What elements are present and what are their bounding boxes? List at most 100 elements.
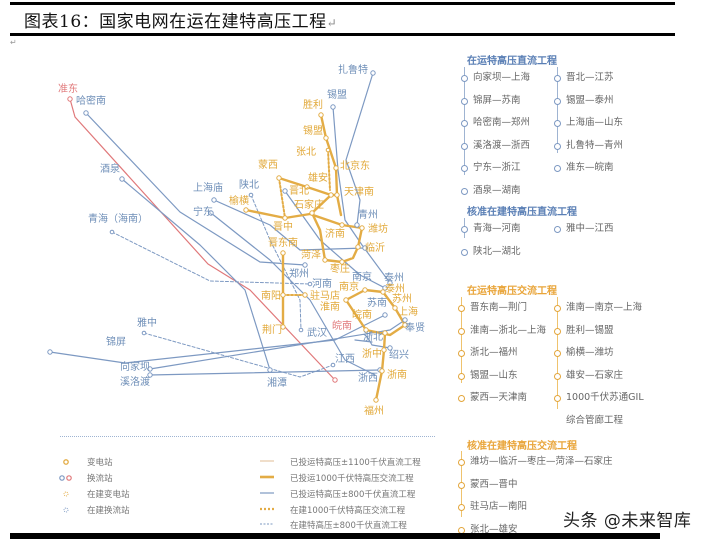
ac-approved-heading: 核准在建特高压交流工程	[467, 437, 577, 452]
map-label: 晋北	[289, 185, 309, 197]
map-label: 浙中	[362, 347, 382, 360]
map-label: 菏泽	[301, 249, 321, 261]
substation-under-construction-icon	[62, 490, 70, 498]
map-label: 泰州	[384, 271, 404, 284]
map-label: 淮南	[320, 300, 340, 313]
project-item: 扎鲁特—青州	[566, 135, 623, 158]
ac-operating-heading: 在运特高压交流工程	[467, 282, 557, 297]
map-label: 武汉	[307, 326, 327, 339]
map-label: 溪洛渡	[120, 375, 150, 388]
map-label: 扎鲁特	[338, 63, 368, 76]
legend-label: 变电站	[87, 456, 113, 468]
map-label: 浙西	[358, 372, 378, 384]
map-label: 苏南	[367, 296, 387, 309]
legend-label: 已投运1000千伏特高压交流工程	[290, 472, 414, 484]
map-label: 浙南	[387, 368, 407, 381]
map-label: 南阳	[261, 289, 281, 302]
legend-label: 在建换流站	[87, 504, 130, 516]
ac-operating-list-col1: 晋东南—荆门 淮南—浙北—上海 浙北—福州 锡盟—山东 蒙西—天津南	[461, 297, 546, 383]
legend-label: 已投运特高压±1100千伏直流工程	[290, 456, 421, 468]
map-label: 榆横	[229, 194, 249, 207]
map-label: 上海	[398, 305, 418, 318]
map-label: 青海（海南）	[88, 212, 148, 225]
project-item: 晋北—江苏	[566, 67, 623, 90]
map-label: 张北	[296, 146, 316, 158]
project-item: 雄安—石家庄	[566, 365, 644, 388]
project-item: 蒙西—晋中	[470, 474, 613, 497]
converter-under-construction-icon	[62, 506, 70, 514]
project-item: 浙北—福州	[470, 342, 546, 365]
watermark: 头条 @未来智库	[563, 506, 691, 531]
map-label: 福州	[364, 404, 384, 417]
legend-label: 已投运特高压±800千伏直流工程	[290, 488, 415, 500]
map-label: 绍兴	[389, 348, 409, 361]
map-label: 酒泉	[100, 162, 120, 175]
substation-icon	[62, 458, 70, 466]
dc-800-line-icon	[260, 491, 274, 495]
map-label: 陕北	[239, 178, 259, 191]
dc-operating-list-col1: 向家坝—上海 锦屏—苏南 哈密南—郑州 溪洛渡—浙西 宁东—浙江 酒泉—湖南	[464, 67, 530, 175]
map-label: 临沂	[365, 241, 385, 254]
project-item: 蒙西—天津南	[470, 387, 546, 410]
converter-station-icon	[58, 474, 74, 482]
line-zhalute-qingzhou	[346, 73, 373, 225]
map-label: 天津南	[344, 185, 374, 198]
project-item: 淮南—南京—上海	[566, 297, 644, 320]
map-label: 湘潭	[267, 376, 287, 389]
ac-1000-construction-line-icon	[260, 507, 274, 511]
dc-800-construction-line-icon	[260, 522, 274, 526]
map-label: 南京	[339, 280, 359, 293]
map-label: 苏州	[392, 292, 412, 305]
line-mengxi-jinzhong	[279, 178, 285, 218]
legend-separator	[60, 436, 435, 437]
map-label: 浙北	[363, 331, 383, 343]
ac-operating-list-col2: 淮南—南京—上海 胜利—锡盟 榆横—潍坊 雄安—石家庄 1000千伏苏通GIL …	[557, 297, 644, 409]
project-item: 宁东—浙江	[473, 157, 530, 180]
map-label: 向家坝	[120, 360, 150, 373]
map-label: 胜利	[303, 99, 323, 111]
bottom-rule	[10, 533, 660, 539]
map-label: 雄安	[308, 171, 328, 184]
map-label: 荆门	[262, 323, 282, 336]
map-label: 枣庄	[330, 262, 350, 275]
project-item: 晋东南—荆门	[470, 297, 546, 320]
map-label: 锡盟	[303, 124, 323, 137]
project-item: 锡盟—泰州	[566, 90, 623, 113]
project-item: 青海—河南	[473, 218, 521, 241]
project-item: 准东—皖南	[566, 157, 623, 180]
project-item: 胜利—锡盟	[566, 320, 644, 343]
map-label: 蒙西	[258, 158, 278, 171]
map-label: 宁东	[193, 205, 213, 218]
map-label: 哈密南	[76, 94, 106, 107]
project-item: 溪洛渡—浙西	[473, 135, 530, 158]
project-item: 淮南—浙北—上海	[470, 320, 546, 343]
project-item: 综合管廊工程	[566, 410, 644, 433]
project-item: 酒泉—湖南	[473, 180, 530, 203]
project-item: 锦屏—苏南	[473, 90, 530, 113]
map-label: 郑州	[289, 267, 309, 280]
map-label: 江西	[335, 353, 355, 365]
project-item: 1000千伏苏通GIL	[566, 387, 644, 410]
map-label: 晋东南	[268, 236, 298, 249]
legend-label: 在建1000千伏特高压交流工程	[290, 504, 405, 516]
legend-label: 在建变电站	[87, 488, 130, 500]
dc-1100-line-icon	[260, 459, 274, 463]
legend-label: 换流站	[87, 472, 113, 484]
map-label: 锡盟	[327, 88, 347, 101]
map-label: 准东	[58, 82, 78, 95]
ac-1000-line-icon	[260, 475, 274, 479]
project-item: 潍坊—临沂—枣庄—菏泽—石家庄	[470, 451, 613, 474]
dc-operating-heading: 在运特高压直流工程	[467, 52, 557, 67]
dc-approved-list-col1: 青海—河南 陕北—湖北	[464, 218, 521, 238]
line-zhebei-fuzhou	[376, 333, 385, 400]
map-label: 晋中	[273, 220, 293, 233]
map-label: 潍坊	[368, 222, 388, 235]
map-label: 石家庄	[294, 198, 324, 211]
line-xiluodu-zhexi	[150, 370, 380, 375]
map-label: 奉贤	[405, 321, 425, 334]
line-zhangbei-xiongan	[328, 150, 330, 190]
map-label: 锦屏	[106, 335, 126, 348]
map-label: 皖南	[352, 308, 372, 321]
map-label: 雅中	[137, 316, 157, 329]
project-item: 哈密南—郑州	[473, 112, 530, 135]
